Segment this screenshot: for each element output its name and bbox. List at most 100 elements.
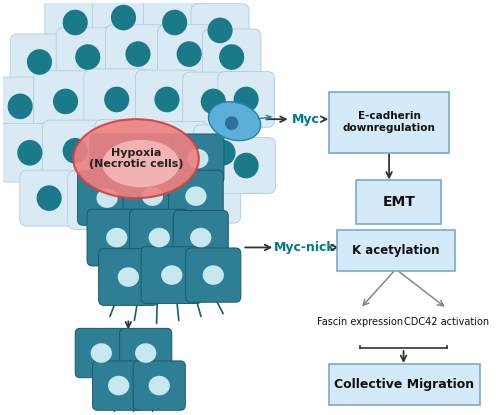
Ellipse shape (106, 149, 128, 168)
Ellipse shape (202, 265, 224, 285)
Ellipse shape (62, 10, 88, 35)
FancyBboxPatch shape (218, 71, 274, 127)
Ellipse shape (142, 186, 163, 206)
FancyBboxPatch shape (202, 29, 261, 85)
Ellipse shape (198, 182, 223, 208)
FancyBboxPatch shape (20, 170, 78, 226)
FancyBboxPatch shape (173, 210, 229, 265)
FancyBboxPatch shape (144, 0, 206, 51)
Ellipse shape (234, 87, 258, 112)
FancyBboxPatch shape (84, 69, 150, 130)
FancyBboxPatch shape (87, 209, 146, 266)
Ellipse shape (8, 93, 32, 119)
Ellipse shape (161, 265, 182, 285)
FancyBboxPatch shape (133, 361, 186, 410)
Ellipse shape (118, 267, 139, 287)
Text: Hypoxia
(Necrotic cells): Hypoxia (Necrotic cells) (89, 148, 184, 169)
Ellipse shape (208, 102, 260, 141)
Ellipse shape (162, 10, 187, 35)
Ellipse shape (114, 136, 139, 161)
Ellipse shape (225, 116, 238, 130)
FancyBboxPatch shape (329, 364, 480, 405)
Ellipse shape (102, 140, 180, 187)
Ellipse shape (96, 188, 117, 208)
Text: Collective Migration: Collective Migration (334, 378, 474, 391)
Ellipse shape (18, 140, 42, 166)
FancyBboxPatch shape (106, 25, 170, 83)
Ellipse shape (208, 17, 233, 43)
FancyBboxPatch shape (92, 0, 154, 44)
FancyBboxPatch shape (329, 92, 449, 153)
FancyArrowPatch shape (258, 115, 271, 120)
FancyBboxPatch shape (217, 138, 276, 193)
Ellipse shape (87, 187, 112, 213)
FancyBboxPatch shape (191, 4, 249, 57)
FancyBboxPatch shape (130, 209, 189, 266)
Ellipse shape (104, 87, 130, 112)
Ellipse shape (126, 41, 150, 67)
Ellipse shape (111, 5, 136, 30)
Ellipse shape (140, 186, 165, 211)
Ellipse shape (176, 41, 202, 67)
Text: Myc-nick: Myc-nick (274, 241, 336, 254)
Ellipse shape (62, 138, 88, 164)
FancyBboxPatch shape (45, 0, 106, 51)
FancyBboxPatch shape (34, 71, 98, 132)
Ellipse shape (53, 89, 78, 114)
FancyBboxPatch shape (92, 361, 144, 410)
FancyBboxPatch shape (130, 134, 184, 183)
FancyBboxPatch shape (10, 34, 69, 90)
Ellipse shape (108, 376, 130, 395)
FancyBboxPatch shape (75, 328, 128, 378)
FancyBboxPatch shape (42, 120, 108, 181)
Ellipse shape (201, 89, 226, 114)
Ellipse shape (164, 138, 189, 164)
Text: CDC42 activation: CDC42 activation (404, 317, 490, 327)
Ellipse shape (148, 228, 170, 247)
FancyBboxPatch shape (95, 120, 158, 178)
FancyBboxPatch shape (337, 229, 455, 271)
Ellipse shape (210, 140, 236, 166)
Ellipse shape (219, 44, 244, 70)
FancyBboxPatch shape (120, 328, 172, 378)
Text: K acetylation: K acetylation (352, 244, 440, 257)
FancyBboxPatch shape (182, 72, 244, 131)
Ellipse shape (36, 186, 62, 211)
FancyBboxPatch shape (123, 169, 182, 223)
Text: Myc: Myc (292, 113, 320, 126)
FancyBboxPatch shape (90, 134, 144, 183)
FancyBboxPatch shape (141, 247, 203, 303)
FancyBboxPatch shape (0, 77, 50, 136)
Text: Fascin expression: Fascin expression (317, 317, 403, 327)
Ellipse shape (154, 87, 180, 112)
FancyBboxPatch shape (56, 28, 120, 86)
FancyBboxPatch shape (186, 248, 241, 302)
FancyBboxPatch shape (168, 170, 223, 222)
FancyBboxPatch shape (98, 249, 158, 305)
Ellipse shape (27, 49, 52, 75)
FancyBboxPatch shape (172, 134, 224, 183)
Ellipse shape (90, 343, 112, 363)
Ellipse shape (234, 153, 258, 178)
FancyBboxPatch shape (136, 70, 198, 129)
Ellipse shape (74, 119, 199, 198)
Ellipse shape (186, 186, 206, 206)
FancyBboxPatch shape (180, 167, 240, 223)
FancyBboxPatch shape (68, 171, 131, 229)
FancyBboxPatch shape (78, 171, 136, 225)
Ellipse shape (148, 376, 170, 395)
Ellipse shape (75, 44, 100, 70)
FancyBboxPatch shape (145, 122, 208, 180)
Ellipse shape (187, 149, 208, 168)
FancyBboxPatch shape (158, 25, 221, 83)
Ellipse shape (135, 343, 156, 363)
Ellipse shape (190, 228, 212, 247)
FancyBboxPatch shape (356, 181, 441, 224)
Text: EMT: EMT (382, 195, 415, 209)
FancyBboxPatch shape (194, 125, 252, 181)
Text: E-cadherin
downregulation: E-cadherin downregulation (342, 111, 436, 133)
Ellipse shape (106, 228, 128, 247)
FancyBboxPatch shape (122, 170, 182, 226)
Ellipse shape (146, 149, 168, 168)
FancyBboxPatch shape (0, 123, 60, 182)
